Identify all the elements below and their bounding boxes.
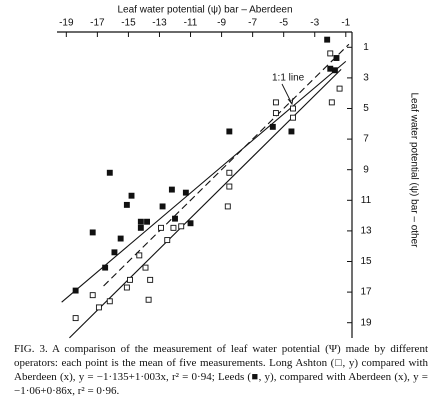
point — [290, 105, 296, 112]
y-tick-label: 11 — [361, 195, 372, 206]
point — [142, 264, 149, 271]
x-tick-label: -1 — [341, 18, 350, 29]
point — [226, 169, 233, 176]
point — [106, 298, 113, 305]
point — [136, 252, 143, 259]
point — [168, 186, 175, 193]
point — [178, 223, 185, 230]
point — [72, 287, 79, 294]
x-tick-label: -5 — [279, 18, 288, 29]
point — [158, 224, 164, 231]
x-tick-label: -15 — [121, 18, 136, 29]
point — [89, 292, 96, 299]
x-tick-label: -3 — [310, 18, 319, 29]
x-axis-label: Leaf water potential (ψ) bar – Aberdeen — [117, 5, 292, 16]
x-tick-label: -13 — [152, 18, 167, 29]
point — [269, 123, 276, 130]
point — [226, 128, 233, 135]
point — [170, 224, 177, 231]
point — [324, 36, 331, 43]
chart: Leaf water potential (ψ) bar – Aberdeen … — [57, 5, 419, 339]
y-tick-label: 9 — [363, 164, 369, 175]
point — [137, 224, 144, 231]
fit-line — [103, 43, 350, 287]
point — [164, 237, 171, 244]
annotation-arrow — [281, 83, 294, 106]
point — [288, 128, 295, 135]
y-tick-label: 5 — [363, 103, 369, 114]
point — [272, 99, 279, 106]
y-tick-label: 1 — [363, 42, 369, 53]
point — [187, 220, 194, 227]
point — [127, 276, 133, 283]
point — [144, 218, 151, 225]
point — [117, 235, 124, 242]
annotation: 1:1 line — [272, 73, 305, 84]
point — [328, 99, 335, 106]
y-tick-label: 3 — [363, 73, 369, 84]
fit-line — [61, 60, 347, 303]
point — [333, 55, 340, 61]
point — [182, 189, 189, 196]
y-tick-label: 17 — [360, 287, 372, 298]
point — [102, 264, 109, 271]
x-tick-label: -7 — [248, 18, 257, 29]
y-axis-label: Leaf water potential (ψ) bar – other — [408, 93, 419, 249]
fit-line — [69, 68, 342, 339]
caption: FIG. 3. A comparison of the measurement … — [14, 343, 428, 397]
x-tick-label: -17 — [90, 18, 105, 29]
point — [336, 85, 343, 92]
x-tick-label: -9 — [217, 18, 226, 29]
point — [128, 192, 135, 199]
point — [226, 183, 233, 190]
point — [137, 218, 144, 225]
point — [172, 215, 178, 222]
point — [331, 67, 338, 74]
y-tick-label: 13 — [360, 226, 372, 237]
y-tick-label: 7 — [363, 134, 369, 145]
point — [327, 50, 334, 57]
point — [290, 114, 296, 121]
point — [159, 203, 166, 210]
point — [145, 296, 152, 303]
point — [123, 284, 130, 291]
point — [272, 110, 279, 117]
point — [89, 229, 96, 236]
point — [111, 249, 118, 256]
point — [147, 276, 154, 283]
point — [72, 315, 79, 322]
y-tick-label: 19 — [360, 317, 372, 328]
point — [95, 304, 102, 311]
point — [106, 169, 113, 176]
x-tick-label: -19 — [59, 18, 74, 29]
point — [224, 203, 231, 210]
y-tick-label: 15 — [360, 256, 372, 267]
point — [123, 201, 130, 208]
x-tick-label: -11 — [184, 18, 198, 29]
